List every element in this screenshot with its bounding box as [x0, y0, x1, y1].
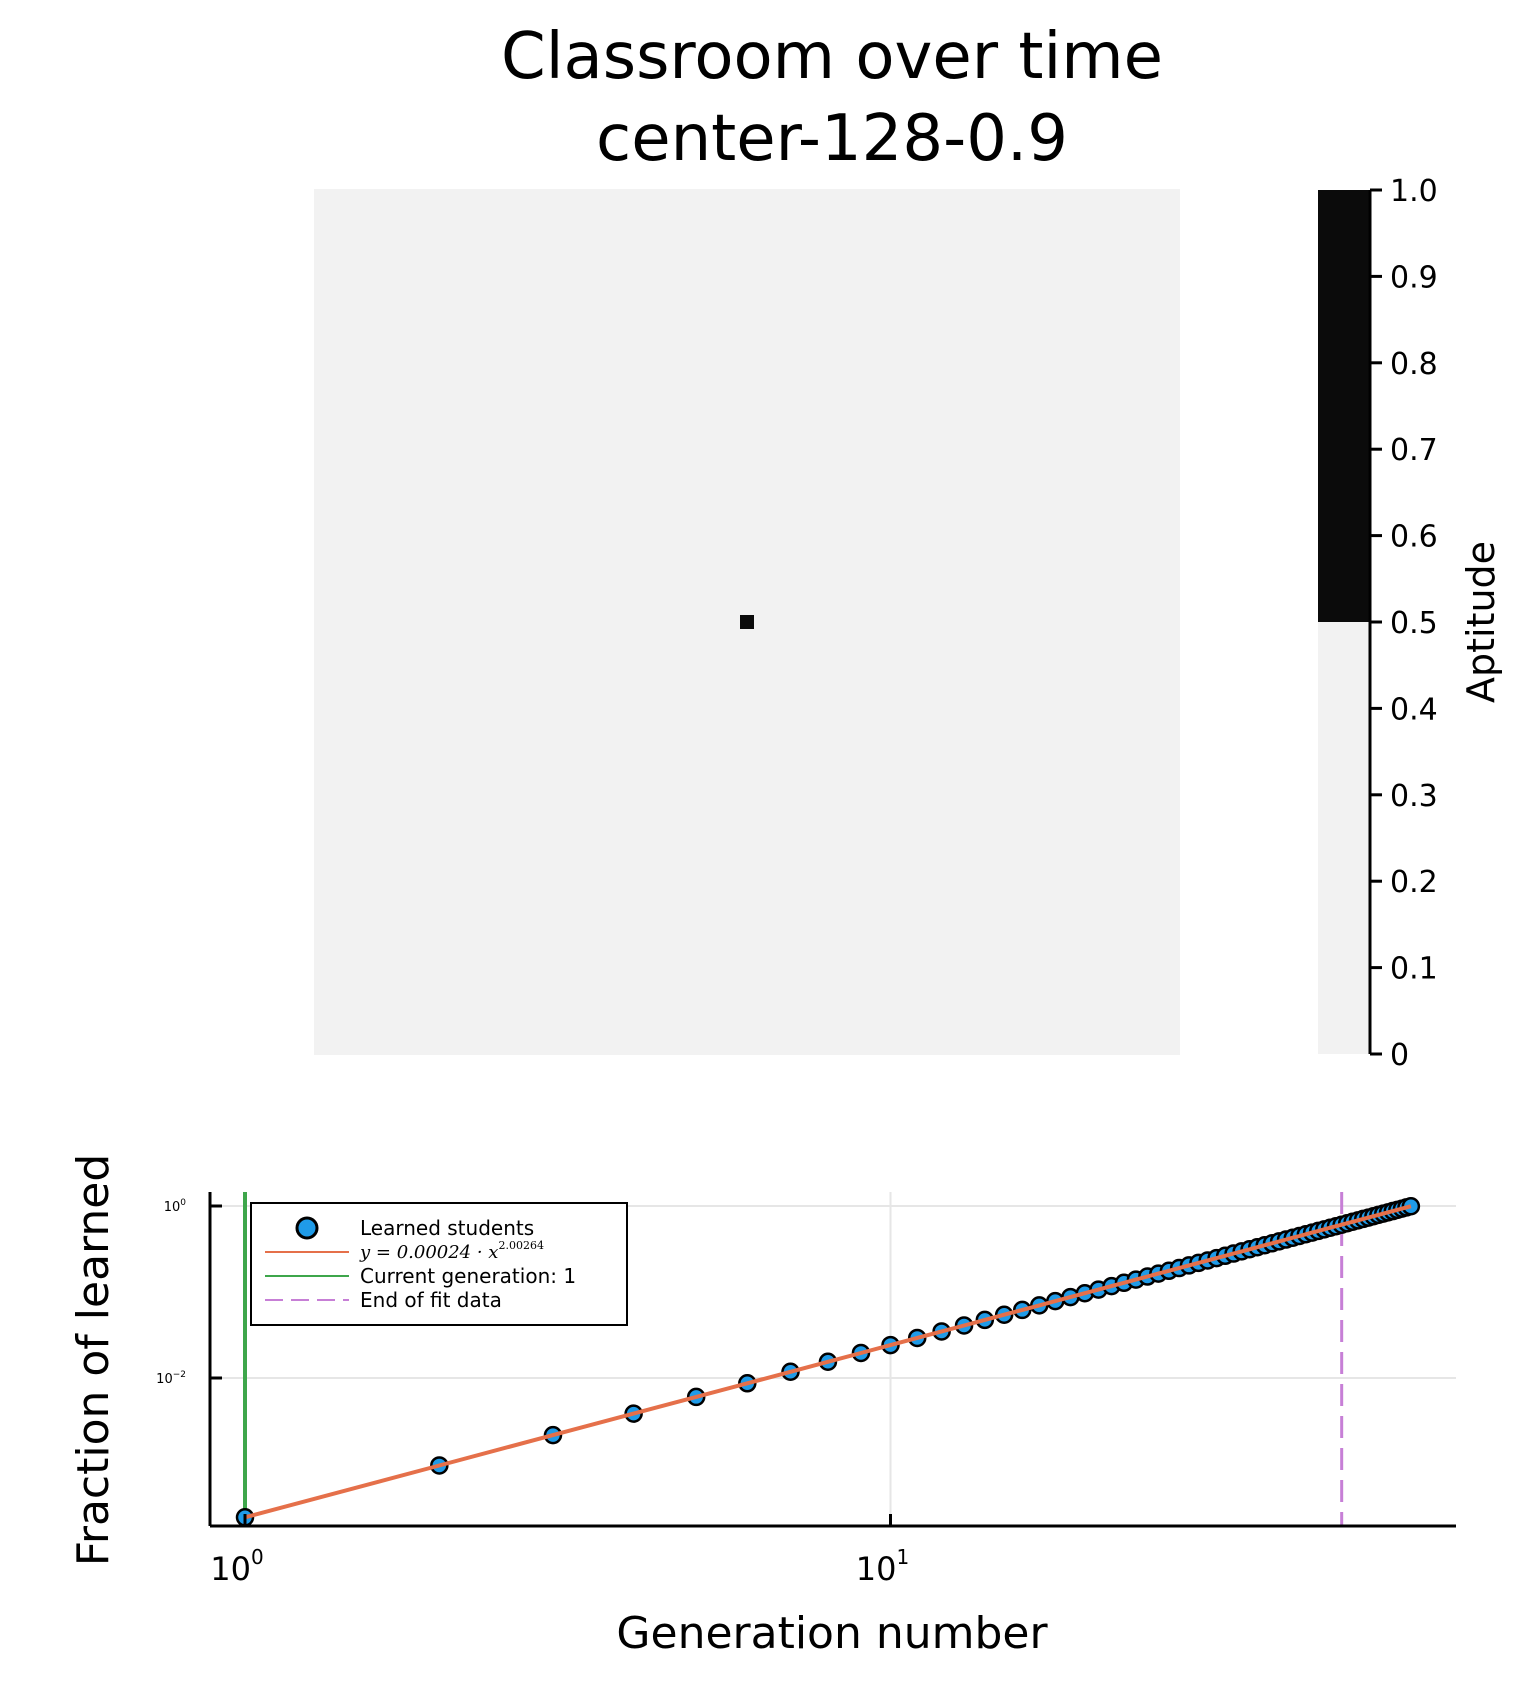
heatmap-learned-cell	[740, 615, 754, 629]
y-tick-exponent: 0	[180, 1198, 186, 1208]
legend-fit: y = 0.00024 · x2.00264	[359, 1239, 544, 1263]
colorbar-tick-label: 0.3	[1390, 779, 1438, 814]
y-axis-label: Fraction of learned	[68, 1154, 119, 1566]
x-axis-label: Generation number	[616, 1608, 1048, 1659]
colorbar-tick-label: 0	[1390, 1038, 1409, 1073]
colorbar-low-band	[1318, 622, 1370, 1054]
legend: Learned students y = 0.00024 · x2.00264 …	[250, 1202, 628, 1326]
x-tick-base: 10	[210, 1550, 251, 1588]
colorbar-tick-label: 1.0	[1390, 174, 1438, 209]
fit-line	[244, 1204, 1412, 1520]
x-tick-label: 101	[856, 1545, 909, 1588]
legend-fit-exponent: 2.00264	[498, 1239, 544, 1252]
y-tick-label: 10−2	[156, 1370, 186, 1387]
colorbar-tick-label: 0.6	[1390, 520, 1438, 555]
colorbar-label: Aptitude	[1459, 541, 1503, 703]
x-tick-exponent: 0	[251, 1545, 264, 1569]
colorbar-tick-label: 0.1	[1390, 952, 1438, 987]
colorbar-tick-label: 0.9	[1390, 260, 1438, 295]
y-tick-label: 100	[164, 1198, 187, 1215]
y-tick-base: 10	[164, 1200, 181, 1215]
x-tick-exponent: 1	[896, 1545, 909, 1569]
y-tick-exponent: −2	[173, 1370, 186, 1380]
legend-end-fit: End of fit data	[360, 1288, 502, 1312]
classroom-heatmap	[314, 189, 1180, 1055]
y-tick-base: 10	[156, 1372, 173, 1387]
colorbar: 0 0.1 0.2 0.3 0.4 0.5 0.6 0.7 0.8 0.9 1.0 Aptitude	[1318, 174, 1503, 1073]
legend-current: Current generation: 1	[360, 1264, 576, 1288]
legend-fit-prefix: y = 0.00024 · x	[359, 1242, 498, 1263]
x-tick-label: 100	[210, 1545, 263, 1588]
legend-learned: Learned students	[360, 1216, 534, 1240]
x-tick-base: 10	[856, 1550, 897, 1588]
colorbar-tick-label: 0.8	[1390, 347, 1438, 382]
title-line-1: Classroom over time	[501, 20, 1163, 94]
colorbar-high-band	[1318, 190, 1370, 622]
colorbar-tick-label: 0.7	[1390, 433, 1438, 468]
title-line-2: center-128-0.9	[596, 102, 1068, 176]
colorbar-tick-label: 0.5	[1390, 606, 1438, 641]
colorbar-tick-label: 0.2	[1390, 865, 1438, 900]
legend-marker-learned	[295, 1216, 319, 1240]
colorbar-tick-label: 0.4	[1390, 692, 1438, 727]
